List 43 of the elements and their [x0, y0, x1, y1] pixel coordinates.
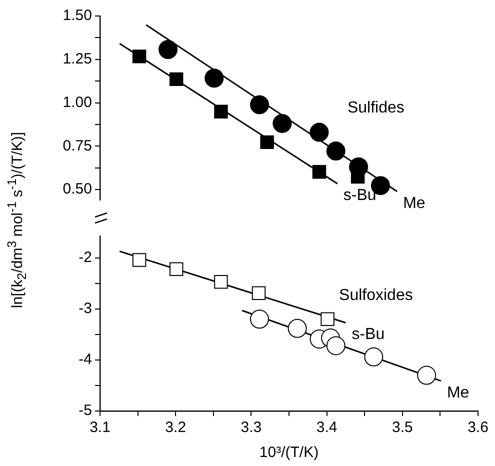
x-tick-label: 3.6 [468, 419, 488, 436]
y-tick-label: 1.50 [62, 7, 92, 24]
series-label: s-Bu [343, 187, 376, 204]
point [250, 310, 270, 329]
y-tick-label: -2 [78, 249, 92, 266]
point [169, 72, 184, 86]
point [272, 114, 292, 133]
point [417, 366, 436, 385]
y-tick-label: 0.75 [62, 137, 92, 154]
point [364, 347, 384, 366]
y-tick-label: 1.00 [62, 94, 92, 111]
x-tick-label: 3.2 [165, 419, 186, 436]
point [320, 312, 334, 326]
y-tick-label: -4 [78, 351, 92, 368]
point [204, 68, 224, 88]
y-tick-label: 0.50 [62, 180, 92, 198]
x-tick-label: 3.1 [90, 419, 110, 436]
x-tick-label: 3.5 [392, 419, 413, 436]
annotation: Sulfides [347, 99, 404, 116]
x-tick-label: 3.3 [240, 419, 262, 436]
point [132, 253, 146, 267]
point [326, 336, 346, 356]
point [214, 275, 228, 289]
y-tick-label: 1.25 [62, 50, 92, 68]
annotation: Sulfoxides [339, 286, 413, 304]
point [326, 142, 346, 161]
point [260, 135, 274, 150]
point [312, 165, 326, 179]
point [250, 95, 270, 114]
point [252, 286, 266, 300]
point [310, 122, 329, 142]
series-label: Me [446, 384, 470, 402]
point [169, 262, 184, 276]
series-label: s-Bu [352, 326, 385, 344]
y-tick-label: -5 [78, 402, 92, 420]
y-tick-label: -3 [78, 300, 92, 318]
x-tick-label: 3.4 [316, 419, 338, 436]
point [214, 104, 228, 119]
series-label: Me [403, 194, 426, 212]
x-axis-title: 10³/(T/K) [259, 444, 319, 462]
point [158, 40, 178, 59]
point [288, 318, 307, 338]
point [132, 50, 146, 64]
